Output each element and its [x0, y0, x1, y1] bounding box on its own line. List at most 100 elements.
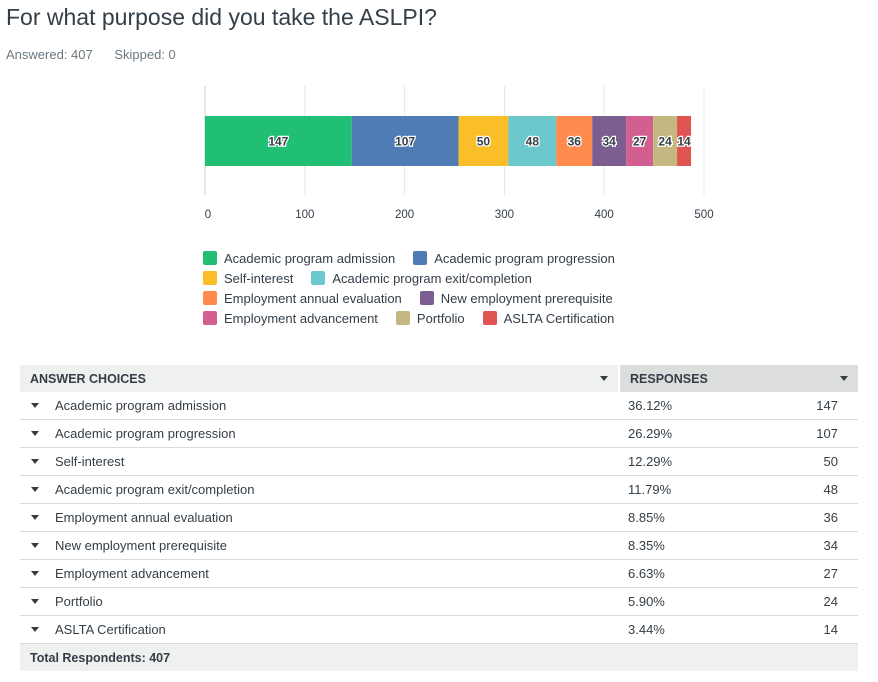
- table-row: New employment prerequisite 8.35% 34: [20, 531, 858, 560]
- x-tick-label: 500: [694, 209, 713, 221]
- bar-segment-employment-annual-evaluation: [556, 116, 593, 166]
- legend-row: Academic program admission Academic progr…: [203, 248, 643, 268]
- chart-legend: Academic program admission Academic progr…: [203, 248, 643, 328]
- legend-label: Academic program admission: [224, 250, 396, 266]
- response-percent: 11.79%: [628, 482, 672, 497]
- bar-segment-aslta-certification: [677, 116, 692, 166]
- question-title: For what purpose did you take the ASLPI?: [6, 4, 437, 30]
- legend-label: Employment advancement: [224, 310, 378, 326]
- data-label: 50: [477, 135, 491, 149]
- answer-choice-label: ASLTA Certification: [55, 622, 166, 637]
- legend-swatch: [203, 271, 217, 285]
- data-label: 34: [603, 135, 617, 149]
- stacked-bar-chart: 147 107 50 48 36 34 27 24 14 0 100 200 300 400 500: [204, 86, 714, 221]
- answer-choice-label: Employment annual evaluation: [55, 510, 233, 525]
- legend-item-new-employment-prerequisite: New employment prerequisite: [419, 290, 613, 306]
- response-percent: 26.29%: [628, 426, 673, 441]
- expand-caret-icon[interactable]: [31, 543, 39, 548]
- sort-caret-icon[interactable]: [600, 376, 608, 381]
- bar-segment-academic-program-admission: [205, 116, 352, 166]
- legend-swatch: [482, 311, 497, 325]
- expand-caret-icon[interactable]: [31, 459, 39, 464]
- response-percent: 8.35%: [628, 538, 665, 553]
- x-tick-label: 300: [495, 209, 514, 221]
- legend-label: ASLTA Certification: [503, 310, 615, 326]
- x-tick-label: 100: [295, 209, 314, 221]
- legend-label: Academic program progression: [434, 250, 615, 266]
- x-tick-label: 200: [395, 209, 414, 221]
- data-label: 147: [268, 135, 288, 149]
- bar-segment-employment-advancement: [626, 116, 654, 166]
- response-count: 36: [823, 510, 838, 525]
- expand-caret-icon[interactable]: [31, 571, 39, 576]
- data-label: 14: [677, 135, 691, 149]
- response-count: 34: [823, 538, 838, 553]
- response-count: 147: [816, 398, 838, 413]
- legend-item-employment-advancement: Employment advancement: [203, 311, 378, 326]
- response-percent: 8.85%: [628, 510, 665, 525]
- legend-row: Employment advancement Portfolio ASLTA Cer…: [203, 308, 643, 328]
- data-label: 27: [633, 135, 647, 149]
- legend-swatch: [395, 311, 410, 325]
- legend-label: New employment prerequisite: [440, 290, 613, 306]
- answer-choice-label: Portfolio: [55, 594, 103, 609]
- response-count: 48: [823, 482, 838, 497]
- answer-choice-label: Self-interest: [55, 454, 125, 469]
- bar-segment-self-interest: [458, 116, 509, 166]
- skipped-count: Skipped: 0: [114, 47, 176, 62]
- legend-row: Employment annual evaluation New employme…: [203, 288, 643, 308]
- legend-swatch: [413, 251, 428, 265]
- table-row: ASLTA Certification 3.44% 14: [20, 615, 858, 644]
- legend-swatch: [203, 311, 217, 325]
- expand-caret-icon[interactable]: [31, 515, 39, 520]
- table-row: Academic program progression 26.29% 107: [20, 419, 858, 448]
- legend-item-aslta-certification: ASLTA Certification: [482, 310, 615, 326]
- table-row: Self-interest 12.29% 50: [20, 447, 858, 476]
- legend-row: Self-interest Academic program exit/compl…: [203, 268, 643, 288]
- legend-swatch: [311, 271, 326, 285]
- legend-item-academic-program-progression: Academic program progression: [413, 251, 615, 266]
- sort-caret-icon[interactable]: [840, 376, 848, 381]
- answered-count: Answered: 407: [6, 47, 93, 62]
- legend-swatch: [419, 291, 434, 305]
- legend-label: Self-interest: [224, 270, 294, 286]
- legend-swatch: [203, 291, 217, 305]
- x-tick-label: 0: [205, 209, 211, 221]
- data-label: 48: [526, 135, 540, 149]
- answer-choices-header[interactable]: ANSWER CHOICES: [20, 365, 619, 392]
- data-label: 107: [395, 135, 415, 149]
- legend-item-self-interest: Self-interest: [203, 271, 293, 286]
- legend-swatch: [203, 251, 217, 265]
- expand-caret-icon[interactable]: [31, 431, 39, 436]
- legend-label: Academic program exit/completion: [332, 270, 532, 286]
- expand-caret-icon[interactable]: [31, 627, 39, 632]
- bar-segment-portfolio: [653, 116, 678, 166]
- table-row: Employment annual evaluation 8.85% 36: [20, 503, 858, 532]
- response-count: 107: [816, 426, 838, 441]
- response-count: 24: [823, 594, 838, 609]
- bar-segment-new-employment-prerequisite: [592, 116, 627, 166]
- results-table: ANSWER CHOICES RESPONSES Academic progra…: [20, 365, 858, 671]
- response-percent: 6.63%: [628, 566, 665, 581]
- expand-caret-icon[interactable]: [31, 403, 39, 408]
- answer-choice-label: New employment prerequisite: [55, 538, 227, 553]
- responses-header[interactable]: RESPONSES: [618, 365, 858, 392]
- x-tick-label: 400: [595, 209, 614, 221]
- data-label: 24: [658, 135, 672, 149]
- legend-label: Employment annual evaluation: [224, 290, 402, 306]
- response-percent: 12.29%: [628, 454, 673, 469]
- legend-label: Portfolio: [416, 310, 465, 326]
- table-row: Academic program exit/completion 11.79% 48: [20, 475, 858, 504]
- legend-item-employment-annual-evaluation: Employment annual evaluation: [203, 291, 402, 306]
- answer-choice-label: Academic program exit/completion: [55, 482, 255, 497]
- response-stats: Answered: 407 Skipped: 0: [6, 47, 194, 62]
- legend-item-academic-program-exit-completion: Academic program exit/completion: [311, 270, 532, 286]
- answer-choice-label: Academic program progression: [55, 426, 236, 441]
- response-percent: 5.90%: [628, 594, 665, 609]
- expand-caret-icon[interactable]: [31, 487, 39, 492]
- total-respondents: Total Respondents: 407: [20, 643, 858, 671]
- response-percent: 36.12%: [628, 398, 673, 413]
- response-percent: 3.44%: [628, 622, 665, 637]
- response-count: 14: [823, 622, 838, 637]
- expand-caret-icon[interactable]: [31, 599, 39, 604]
